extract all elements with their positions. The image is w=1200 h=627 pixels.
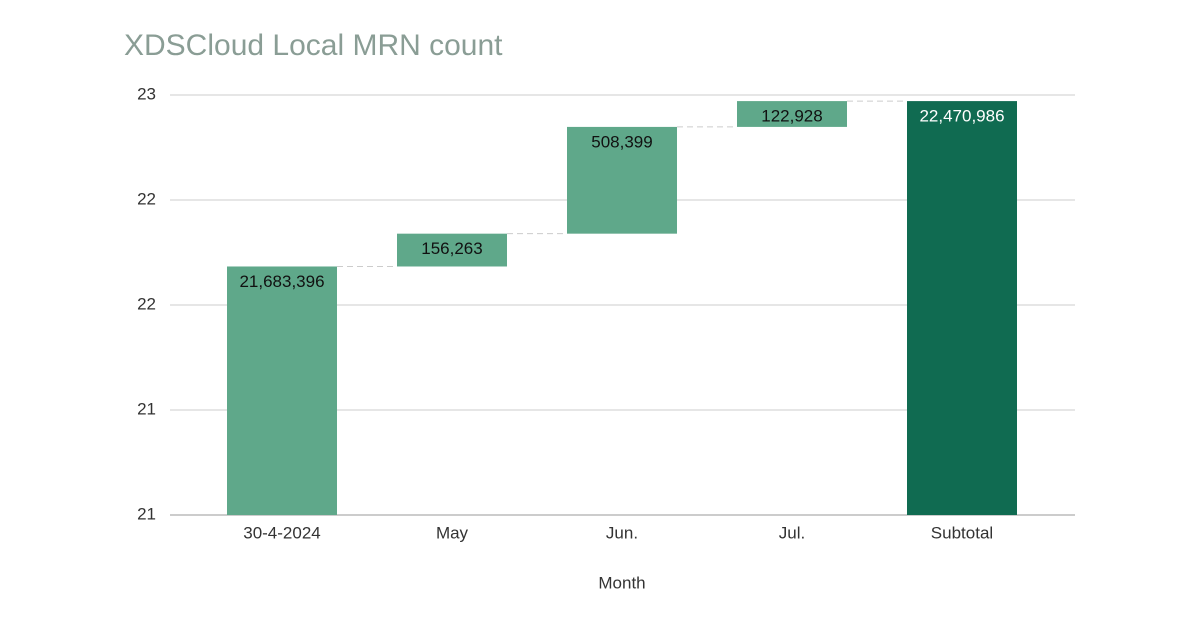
bar: [907, 101, 1017, 515]
x-tick-label: Jun.: [606, 523, 638, 542]
bar: [397, 233, 507, 267]
x-axis-title: Month: [598, 573, 645, 592]
x-tick-label: Subtotal: [931, 523, 993, 542]
y-tick-label: 21: [137, 504, 156, 523]
bar: [567, 126, 677, 234]
y-tick-label: 22: [137, 189, 156, 208]
data-label: 122,928: [761, 107, 822, 126]
bar: [737, 101, 847, 127]
data-label: 156,263: [421, 239, 482, 258]
x-tick-label: Jul.: [779, 523, 805, 542]
data-label: 21,683,396: [239, 272, 324, 291]
x-tick-label: 30-4-2024: [243, 523, 321, 542]
data-label: 508,399: [591, 132, 652, 151]
data-label: 22,470,986: [919, 107, 1004, 126]
x-tick-label: May: [436, 523, 469, 542]
y-tick-label: 21: [137, 399, 156, 418]
y-tick-label: 23: [137, 84, 156, 103]
chart-title: XDSCloud Local MRN count: [124, 29, 503, 62]
y-tick-label: 22: [137, 294, 156, 313]
bar: [227, 266, 337, 515]
